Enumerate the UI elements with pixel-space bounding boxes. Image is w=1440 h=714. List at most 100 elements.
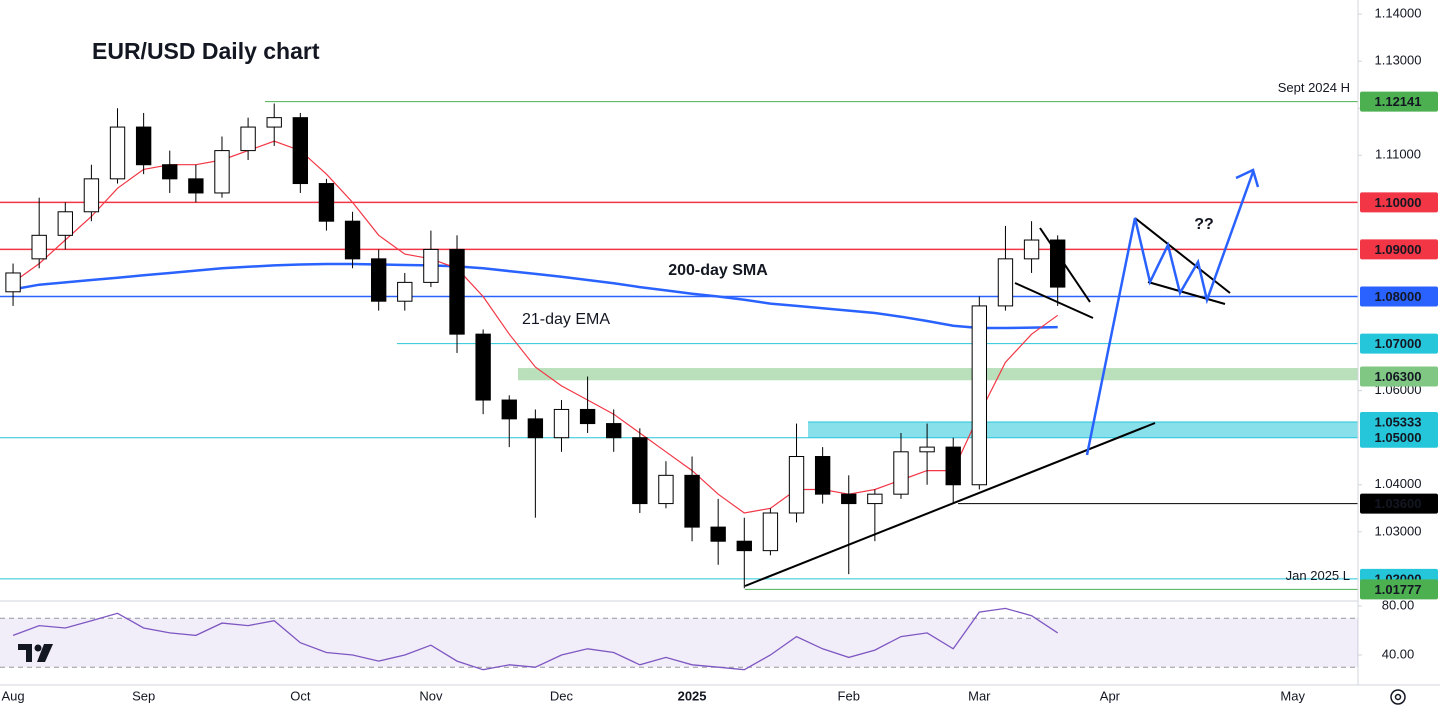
y-tick-label: 1.04000 (1375, 476, 1422, 491)
candles (5, 103, 1066, 589)
candle-body (632, 437, 648, 505)
candle-body (1023, 239, 1040, 260)
candle-body (344, 220, 361, 260)
annotation: ?? (1194, 216, 1214, 233)
trend-line (744, 422, 1156, 587)
rsi-tick-label: 80.00 (1382, 597, 1415, 612)
level-price-tag (1360, 412, 1438, 433)
level-price-tag (1360, 366, 1438, 387)
candle-body (292, 117, 309, 185)
candle-body (397, 281, 413, 302)
zone (518, 368, 1358, 381)
x-tick-label: May (1280, 688, 1305, 703)
axes: 1.140001.130001.120001.110001.060001.040… (1, 6, 1438, 703)
level-price-label: 1.03600 (1375, 496, 1422, 511)
candle-body (501, 399, 517, 420)
y-tick-label: 1.11000 (1375, 147, 1421, 162)
wedge-line (1014, 282, 1094, 319)
level-price-tag (1360, 239, 1438, 260)
level-price-tag (1360, 427, 1438, 448)
candle-body (736, 540, 752, 552)
candle-body (475, 333, 491, 401)
candle-body (31, 234, 47, 260)
candle-body (658, 474, 674, 505)
sma-label: 200-day SMA (668, 262, 768, 279)
x-tick-label: Aug (1, 688, 24, 703)
level-price-tag (1360, 286, 1438, 307)
zones (518, 368, 1358, 438)
level-price-tag (1360, 579, 1438, 600)
level-price-label: 1.09000 (1375, 242, 1422, 257)
level-price-label: 1.05000 (1375, 430, 1422, 445)
candle-body (579, 408, 596, 425)
candle-body (109, 126, 126, 180)
y-tick-label: 1.03000 (1375, 523, 1422, 538)
candle-body (710, 526, 726, 542)
rsi-band (0, 618, 1358, 668)
candle-body (135, 126, 152, 166)
overlay-line (12, 262, 1058, 330)
x-tick-label: Sep (132, 688, 155, 703)
candle-body (266, 117, 282, 128)
x-tick-label: 2025 (678, 688, 707, 703)
candle-body (867, 493, 883, 505)
wedge-line (1039, 227, 1091, 303)
level-price-label: 1.05333 (1375, 414, 1422, 429)
candle-body (606, 423, 622, 439)
candle-body (370, 258, 387, 302)
x-tick-label: Apr (1100, 688, 1121, 703)
levels: Sept 2024 H Jan 2025 L (0, 80, 1358, 590)
candle-body (423, 248, 439, 283)
candle-body (57, 211, 73, 236)
candle-body (83, 178, 100, 213)
candle-body (162, 164, 178, 180)
overlays (12, 140, 1059, 514)
candle-body (814, 456, 831, 495)
level-price-tag (1360, 192, 1438, 213)
candle-body (214, 150, 230, 194)
rsi-line (12, 607, 1059, 671)
candle-body (188, 178, 204, 194)
logo (18, 644, 53, 662)
level-price-tag (1360, 493, 1438, 514)
ema-label: 21-day EMA (522, 311, 610, 328)
level-price-label: 1.12141 (1375, 94, 1422, 109)
level-price-label: 1.10000 (1375, 195, 1422, 210)
candle-body (5, 272, 21, 293)
y-tick-label: 1.14000 (1375, 6, 1422, 21)
candle-body (553, 408, 570, 439)
level-price-label: 1.01777 (1375, 582, 1422, 597)
y-tick-label: 1.13000 (1375, 53, 1422, 68)
rsi-tick-label: 40.00 (1382, 646, 1415, 661)
wedge-line (1147, 281, 1226, 305)
x-tick-label: Mar (968, 688, 991, 703)
candle-body (240, 126, 256, 152)
candle-body (893, 451, 909, 495)
candle-body (449, 248, 465, 335)
settings-button[interactable] (1390, 689, 1406, 705)
x-tick-label: Feb (838, 688, 860, 703)
zone (808, 422, 1358, 438)
level-price-tag (1360, 91, 1438, 112)
overlay-line (12, 140, 1059, 514)
candle-body (997, 258, 1014, 307)
chart-title: EUR/USD Daily chart (92, 38, 320, 64)
x-tick-label: Nov (419, 688, 443, 703)
level-price-tag (1360, 333, 1438, 354)
candle-body (318, 183, 335, 222)
level-price-label: 1.08000 (1375, 289, 1422, 304)
x-tick-label: Dec (550, 688, 574, 703)
level-price-label: 1.07000 (1375, 336, 1422, 351)
candle-body (945, 446, 961, 486)
level-price-label: 1.06300 (1375, 369, 1422, 384)
projection-arrowhead (1235, 168, 1260, 188)
candle-body (684, 474, 700, 528)
level-note: Sept 2024 H (1278, 80, 1350, 95)
candle-body (919, 446, 935, 453)
candle-body (788, 456, 805, 514)
x-tick-label: Oct (290, 688, 311, 703)
drawings (744, 168, 1260, 587)
candle-body (971, 305, 988, 486)
